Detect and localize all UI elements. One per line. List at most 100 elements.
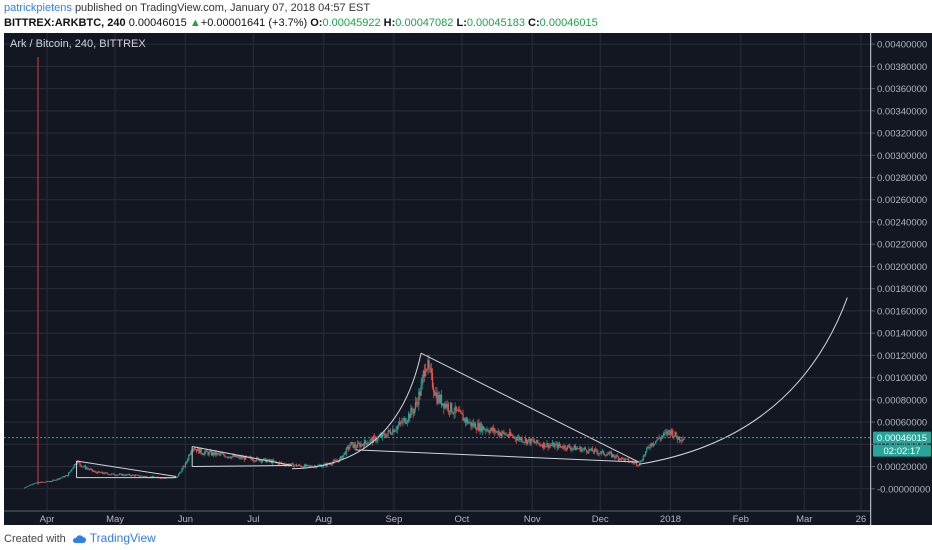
- candle-body: [395, 429, 397, 431]
- candle-body: [538, 443, 540, 444]
- candle-body: [459, 410, 461, 412]
- candle-body: [503, 431, 505, 433]
- candle-body: [72, 467, 74, 469]
- tradingview-brand[interactable]: TradingView: [89, 531, 156, 545]
- close-value: 0.00046015: [539, 17, 598, 29]
- candle-body: [431, 372, 434, 388]
- candle-body: [535, 442, 537, 444]
- candle-body: [306, 464, 308, 467]
- candle-body: [587, 452, 589, 453]
- trendline-aug-lower: [355, 449, 639, 463]
- candle-body: [669, 431, 672, 435]
- candle-body: [97, 471, 99, 474]
- candle-body: [102, 471, 104, 474]
- candle-body: [612, 454, 614, 457]
- candle-body: [320, 465, 322, 468]
- candle-body: [599, 453, 601, 454]
- candle-body: [461, 412, 463, 415]
- candle-body: [341, 456, 343, 459]
- candle-body: [192, 448, 194, 450]
- candle-body: [642, 455, 644, 461]
- price-chart[interactable]: -0.000000000.000200000.000400000.0006000…: [0, 33, 932, 525]
- candle-body: [269, 460, 271, 462]
- y-tick-label: 0.00360000: [877, 84, 927, 95]
- candle-body: [515, 438, 517, 441]
- candle-body: [405, 422, 407, 424]
- candle-body: [182, 466, 184, 469]
- candle-body: [447, 403, 449, 411]
- y-tick-label: 0.00160000: [877, 306, 927, 317]
- candle-body: [381, 433, 384, 438]
- candle-body: [54, 479, 56, 481]
- candle-body: [176, 476, 179, 478]
- candle-body: [251, 458, 253, 461]
- candle-body: [400, 421, 402, 423]
- candle-body: [105, 472, 107, 474]
- candle-body: [150, 476, 152, 478]
- candle-body: [570, 447, 572, 450]
- x-tick-label: 26: [856, 514, 867, 525]
- y-tick-label: 0.00060000: [877, 418, 927, 429]
- candle-body: [290, 463, 292, 465]
- author-link[interactable]: patrickpietens: [4, 2, 72, 14]
- candle-body: [605, 455, 607, 456]
- candle-body: [639, 461, 641, 466]
- candle-body: [66, 475, 69, 477]
- x-tick-label: Oct: [455, 514, 470, 525]
- time-axis[interactable]: Apr May Jun Jul Aug Sep Oct Nov Dec 2018 Feb Mar 26: [4, 510, 870, 525]
- high-value: 0.00047082: [395, 17, 454, 29]
- candle-body: [528, 438, 530, 441]
- candle-body: [113, 473, 115, 475]
- x-tick-label: Dec: [592, 514, 609, 525]
- candle-body: [403, 418, 405, 421]
- candle-body: [87, 468, 89, 470]
- candle-body: [624, 458, 626, 461]
- candle-body: [116, 474, 118, 476]
- candle-body: [647, 447, 649, 448]
- candle-body: [202, 454, 205, 455]
- y-tick-label: 0.00020000: [877, 462, 927, 473]
- candle-body: [298, 464, 300, 466]
- candle-body: [141, 475, 143, 477]
- candle-body: [227, 456, 230, 458]
- candle-body: [291, 463, 293, 465]
- candle-body: [601, 450, 604, 452]
- candle-body: [618, 458, 621, 460]
- candle-body: [199, 448, 201, 454]
- close-label: C:: [528, 17, 540, 29]
- candle-body: [397, 424, 400, 427]
- candle-body: [456, 410, 459, 411]
- candle-body: [86, 468, 88, 470]
- candle-body: [106, 472, 108, 474]
- candle-body: [94, 471, 96, 473]
- candle-body: [440, 395, 443, 406]
- candle-body: [494, 428, 496, 433]
- candle-body: [402, 420, 404, 424]
- candle-body: [223, 453, 225, 456]
- candle-body: [38, 482, 40, 484]
- candle-body: [529, 438, 531, 444]
- candle-body: [436, 392, 438, 404]
- candle-body: [571, 448, 573, 450]
- candle-body: [444, 403, 446, 409]
- y-tick-label: 0.00100000: [877, 373, 927, 384]
- candle-body: [344, 452, 346, 455]
- candle-body: [346, 446, 349, 448]
- candle-body: [347, 446, 350, 449]
- candle-body: [184, 462, 186, 467]
- candle-body: [423, 370, 426, 377]
- candle-body: [332, 462, 334, 465]
- candle-body: [39, 482, 41, 484]
- candle-body: [413, 408, 415, 414]
- x-tick-label: Feb: [733, 514, 749, 525]
- candle-body: [502, 431, 504, 434]
- candle-body: [541, 445, 544, 448]
- candle-body: [61, 477, 63, 479]
- candle-body: [498, 432, 500, 436]
- candle-body: [205, 450, 207, 453]
- price-axis[interactable]: -0.000000000.000200000.000400000.0006000…: [870, 33, 930, 525]
- candle-body: [255, 460, 257, 462]
- candle-body: [51, 481, 53, 483]
- y-tick-label: 0.00380000: [877, 62, 927, 73]
- candle-body: [333, 460, 335, 463]
